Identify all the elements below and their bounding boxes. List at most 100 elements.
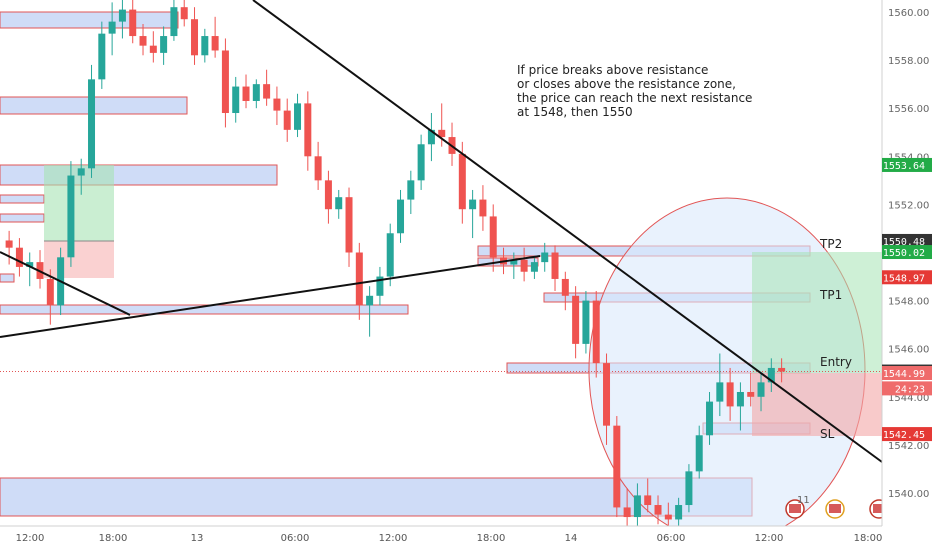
candle-body: [397, 199, 405, 234]
candle-body: [77, 168, 85, 176]
price-badges: 1553.641550.481550.021548.971545.051544.…: [882, 157, 932, 442]
candle-body: [716, 382, 724, 402]
chart-annotation[interactable]: If price breaks above resistance or clos…: [517, 63, 752, 119]
candle-body: [706, 401, 714, 436]
candle-body: [304, 103, 312, 157]
candle-body: [458, 153, 466, 210]
zone-box: [0, 164, 278, 186]
candle-body: [757, 382, 765, 397]
price-axis[interactable]: 1540.00 1542.00 1544.00 1546.00 1548.00 1550.…: [881, 0, 932, 526]
candle-body: [623, 507, 631, 518]
candle-body: [118, 9, 126, 22]
descending-trendline[interactable]: [252, 0, 883, 463]
annotation-line-4: at 1548, then 1550: [517, 105, 633, 119]
candle-body: [335, 197, 343, 210]
candle-body: [160, 36, 168, 53]
candle-body: [654, 505, 662, 515]
candle-body: [263, 84, 271, 99]
price-badge-label: 1548.97: [883, 273, 925, 284]
right-position-tool: [752, 252, 882, 436]
time-axis-background: [0, 526, 932, 550]
candle-body: [26, 262, 34, 267]
price-badge: [882, 365, 932, 380]
ascending-trendline[interactable]: [0, 255, 541, 338]
candle-body: [283, 110, 291, 130]
price-tick-label: 1544.00: [888, 393, 929, 404]
candle-body: [530, 262, 538, 272]
candle-body: [675, 505, 683, 520]
candle-body: [695, 435, 703, 472]
candle-body: [541, 252, 549, 263]
candle-body: [88, 79, 96, 169]
left-profit-zone: [44, 165, 114, 241]
price-badge: [882, 270, 932, 285]
time-label: 12:00: [379, 533, 408, 544]
level-label-tp2: TP2: [819, 237, 842, 251]
zone-box: [0, 11, 179, 29]
candle-body: [108, 21, 116, 34]
event-flag-stripes: [789, 504, 801, 513]
price-badge-label: 1544.99: [883, 369, 925, 380]
price-tick-label: 1542.00: [888, 441, 929, 452]
candle-body: [324, 180, 332, 210]
candle-body: [664, 514, 672, 520]
price-tick-label: 1554.00: [888, 152, 929, 163]
left-position-tool: [44, 165, 114, 278]
candle-body: [469, 199, 477, 210]
candle-body: [149, 45, 157, 53]
zone-box: [0, 194, 45, 204]
candle-body: [314, 156, 322, 181]
zone-box: [0, 273, 15, 283]
candle-body: [551, 252, 559, 279]
price-badge: [882, 381, 932, 396]
candle-body: [129, 9, 137, 37]
price-tick-label: 1546.00: [888, 345, 929, 356]
candle-body: [510, 259, 518, 265]
candle-body: [479, 199, 487, 217]
price-badge-label: 1550.02: [883, 248, 925, 259]
price-tick-label: 1556.00: [888, 104, 929, 115]
candle-body: [747, 391, 755, 397]
event-badge-count: 11: [797, 495, 810, 506]
price-badge-label: 24:23: [895, 384, 925, 395]
candle-body: [98, 33, 106, 80]
price-badge: [882, 427, 932, 442]
candle-body: [520, 259, 528, 272]
right-profit-zone: [752, 252, 882, 373]
price-tick-label: 1560.00: [888, 8, 929, 19]
candle-body: [67, 175, 75, 258]
candles-layer: [5, 0, 786, 527]
event-flag-stripes: [829, 504, 841, 513]
price-tick-label: 1558.00: [888, 56, 929, 67]
candle-body: [15, 247, 23, 267]
candle-body: [294, 103, 302, 130]
annotation-line-1: If price breaks above resistance: [517, 63, 708, 77]
time-label: 12:00: [16, 533, 45, 544]
candle-body: [417, 144, 425, 181]
price-tick-label: 1552.00: [888, 200, 929, 211]
candle-body: [386, 233, 394, 277]
candle-body: [191, 19, 199, 56]
candle-body: [221, 50, 229, 114]
candle-body: [5, 240, 13, 248]
candle-body: [572, 295, 580, 344]
time-label: 12:00: [755, 533, 784, 544]
time-label: 06:00: [657, 533, 686, 544]
event-flag-stripes: [873, 504, 883, 513]
time-label: 13: [191, 533, 204, 544]
time-axis[interactable]: 12:00 18:00 13 06:00 12:00 18:00 14 06:0…: [0, 525, 932, 550]
candle-body: [726, 382, 734, 407]
candle-body: [252, 84, 260, 101]
candle-body: [376, 276, 384, 296]
candle-body: [170, 7, 178, 37]
price-badge-label: 1542.45: [883, 430, 925, 441]
short-descending-trendline[interactable]: [0, 251, 131, 316]
price-tick-label: 1548.00: [888, 297, 929, 308]
candle-body: [767, 367, 775, 383]
price-tick-label: 1540.00: [888, 489, 929, 500]
candle-body: [407, 180, 415, 200]
time-label: 18:00: [854, 533, 883, 544]
candle-body: [778, 367, 786, 372]
candle-body: [685, 471, 693, 506]
